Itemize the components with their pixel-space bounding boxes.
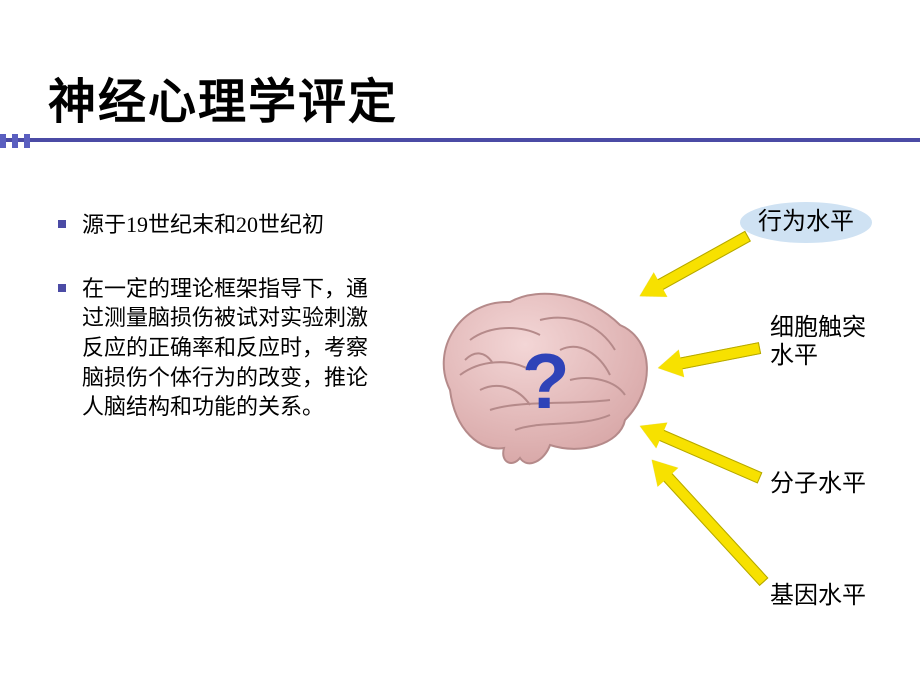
label-gene: 基因水平 <box>770 582 866 611</box>
label-behavior: 行为水平 <box>740 202 872 243</box>
question-mark-icon: ? <box>522 342 570 420</box>
brain-figure: ? <box>420 280 660 470</box>
label-cell-synapse: 细胞触突 <box>770 314 866 343</box>
arrow-icon <box>633 224 755 308</box>
label-cell-synapse-2: 水平 <box>770 342 818 371</box>
bullet-list: 源于19世纪末和20世纪初 在一定的理论框架指导下，通过测量脑损伤被试对实验刺激… <box>58 210 378 456</box>
arrow-icon <box>655 334 762 381</box>
bullet-item: 在一定的理论框架指导下，通过测量脑损伤被试对实验刺激反应的正确率和反应时，考察脑… <box>58 274 378 422</box>
page-title: 神经心理学评定 <box>48 62 398 132</box>
label-molecule: 分子水平 <box>770 470 866 499</box>
bullet-item: 源于19世纪末和20世纪初 <box>58 210 378 240</box>
title-underline <box>0 132 920 144</box>
